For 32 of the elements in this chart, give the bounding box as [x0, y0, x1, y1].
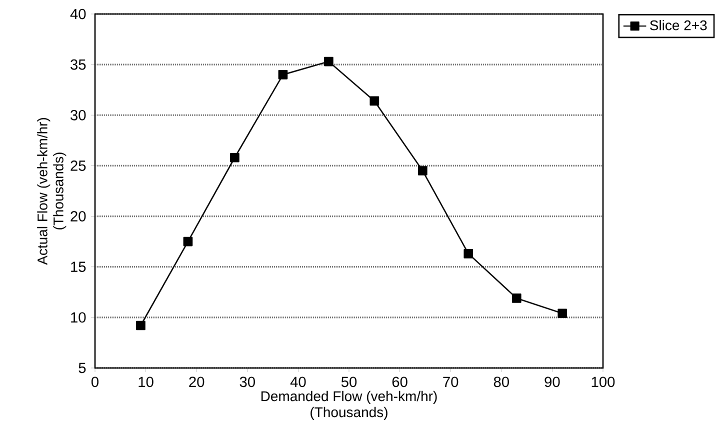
x-tick-label: 100 [592, 376, 615, 388]
x-tick-label: 90 [544, 376, 560, 388]
y-tick-label: 30 [70, 110, 86, 120]
x-tick-label: 20 [189, 376, 204, 388]
point [183, 236, 193, 246]
y-tick-label: 20 [70, 211, 86, 222]
x-tick-label: 80 [494, 376, 509, 388]
x-tick-label: 50 [341, 376, 357, 388]
point [418, 166, 428, 176]
x-tick-label: 40 [290, 376, 306, 388]
point [558, 308, 568, 318]
point [230, 152, 240, 162]
y-axis-title: Actual Flow (veh-km/hr) (Thousands) [37, 118, 66, 265]
x-tick-label: 70 [443, 376, 458, 388]
x-tick-label: 60 [392, 376, 408, 388]
point [512, 294, 522, 303]
point [324, 56, 334, 66]
y-tick-label: 15 [71, 262, 86, 272]
y-tick-label: 40 [70, 8, 86, 20]
y-tick-label: 35 [70, 59, 86, 70]
point [136, 320, 146, 330]
point [278, 70, 288, 80]
y-tick-label: 10 [71, 312, 86, 323]
x-tick-label: 30 [240, 376, 255, 388]
x-axis-title: Demanded Flow (veh-km/hr) (Thousands) [261, 390, 437, 420]
y-tick-label: 25 [70, 160, 86, 171]
point [464, 249, 474, 258]
legend-label: Slice 2+3 [650, 20, 707, 30]
x-tick-label: 0 [91, 376, 98, 388]
y-tick-label: 5 [78, 362, 86, 374]
point [370, 96, 380, 106]
x-tick-label: 10 [138, 376, 154, 388]
